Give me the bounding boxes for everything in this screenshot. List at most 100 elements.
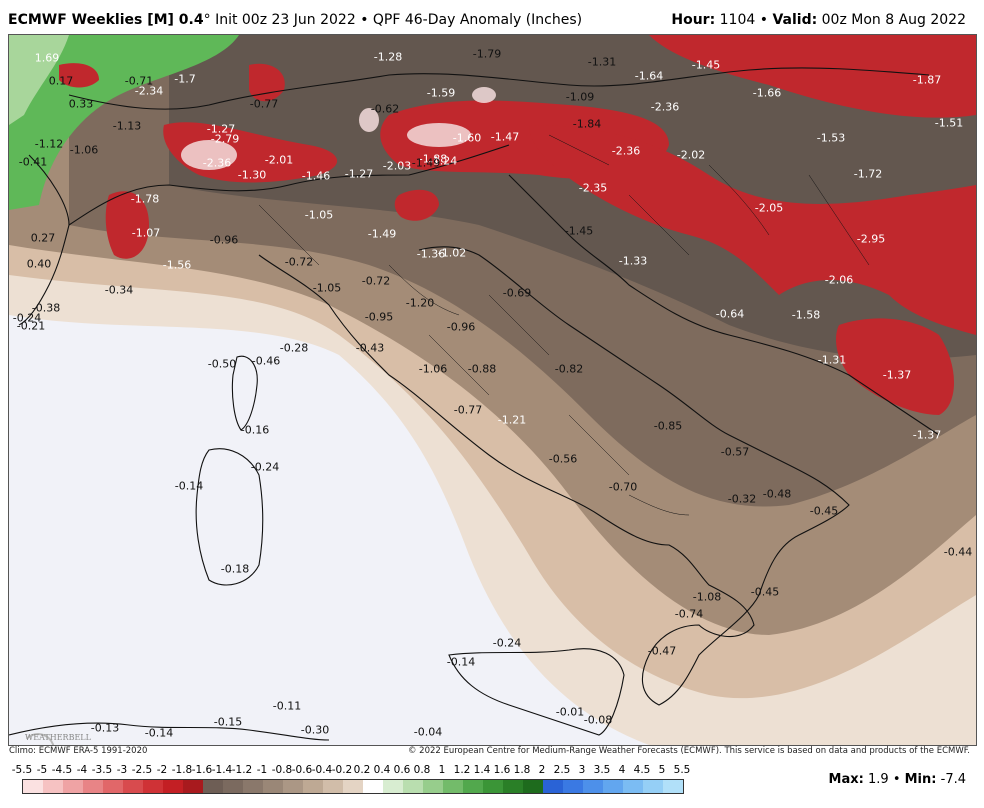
anomaly-value-label: -0.88 xyxy=(467,362,497,376)
anomaly-value-label: -1.47 xyxy=(490,130,520,144)
anomaly-value-label: -0.30 xyxy=(300,723,330,737)
max-label: Max: xyxy=(828,772,864,787)
legend-swatch xyxy=(563,780,583,793)
anomaly-value-label: -0.43 xyxy=(355,341,385,355)
anomaly-value-label: -1.84 xyxy=(572,117,602,131)
legend-tick-label: -1.6 xyxy=(191,764,213,776)
anomaly-field-green-light xyxy=(9,35,69,125)
anomaly-value-label: -0.21 xyxy=(16,319,46,333)
legend-tick-label: 5 xyxy=(658,764,666,776)
anomaly-value-label: -1.36 xyxy=(416,247,446,261)
legend-tick-label: -1.2 xyxy=(231,764,253,776)
anomaly-value-label: -1.45 xyxy=(564,224,594,238)
corsica-outline xyxy=(231,355,258,431)
anomaly-value-label: -0.01 xyxy=(555,705,585,719)
anomaly-value-label: -1.20 xyxy=(405,296,435,310)
legend-tick-label: -0.6 xyxy=(291,764,313,776)
legend-tick-label: 2.5 xyxy=(553,764,571,776)
anomaly-value-label: -1.31 xyxy=(587,55,617,69)
anomaly-value-label: -1.06 xyxy=(69,143,99,157)
anomaly-value-label: -2.36 xyxy=(650,100,680,114)
anomaly-value-label: -0.38 xyxy=(31,301,61,315)
legend-tick-label: 1.2 xyxy=(453,764,471,776)
map-title: ECMWF Weeklies [M] 0.4° Init 00z 23 Jun … xyxy=(8,12,582,28)
anomaly-value-label: -1.13 xyxy=(112,119,142,133)
anomaly-value-label: -0.14 xyxy=(144,726,174,740)
anomaly-value-label: -2.06 xyxy=(824,273,854,287)
anomaly-value-label: -1.45 xyxy=(691,58,721,72)
alps-border xyxy=(68,144,510,226)
anomaly-value-label: -0.96 xyxy=(209,233,239,247)
legend-swatch xyxy=(543,780,563,793)
anomaly-value-label: -1.21 xyxy=(497,413,527,427)
anomaly-value-label: -0.62 xyxy=(370,102,400,116)
legend-tick-label: 0.8 xyxy=(413,764,431,776)
anomaly-value-label: -1.27 xyxy=(206,122,236,136)
anomaly-value-label: -1.51 xyxy=(934,116,964,130)
anomaly-value-label: -0.69 xyxy=(502,286,532,300)
precip-anomaly-map[interactable]: 1.69 0.17 -0.71 -2.34 -1.7 0.33 -0.77 -1.28 -1.7… xyxy=(8,34,977,746)
legend-tick-label: 0.6 xyxy=(393,764,411,776)
anomaly-value-label: -0.74 xyxy=(674,607,704,621)
legend-tick-label: -0.8 xyxy=(271,764,293,776)
copyright-notice: © 2022 European Centre for Medium-Range … xyxy=(407,746,970,756)
legend-swatch xyxy=(643,780,663,793)
legend-tick-labels: -5.5 -5 -4.5 -4 -3.5 -3 -2.5 -2 -1.8 -1.6 -1.4 -1.2… xyxy=(12,764,722,778)
anomaly-value-label: -0.57 xyxy=(720,445,750,459)
anomaly-value-label: -0.24 xyxy=(492,636,522,650)
anomaly-value-label: -0.44 xyxy=(943,545,973,559)
anomaly-value-label: -2.03 xyxy=(382,159,412,173)
legend-tick-label: 1.6 xyxy=(493,764,511,776)
anomaly-value-label: -1.28 xyxy=(373,50,403,64)
legend-tick-label: 1.4 xyxy=(473,764,491,776)
legend-swatch xyxy=(503,780,523,793)
legend-swatch xyxy=(43,780,63,793)
legend-swatch xyxy=(583,780,603,793)
legend-tick-label: -0.2 xyxy=(331,764,353,776)
legend-swatch xyxy=(423,780,443,793)
legend-tick-label: 0.2 xyxy=(353,764,371,776)
north-border xyxy=(68,67,930,110)
valid-separator: • xyxy=(759,12,768,28)
anomaly-value-label: -0.96 xyxy=(446,320,476,334)
legend-swatch xyxy=(663,780,683,793)
anomaly-value-label: -1.02 xyxy=(437,246,467,260)
anomaly-value-label: -0.48 xyxy=(762,487,792,501)
legend-tick-label: 0.4 xyxy=(373,764,391,776)
anomaly-value-label: -0.45 xyxy=(809,504,839,518)
anomaly-value-label: -1.12 xyxy=(34,137,64,151)
anomaly-value-label: -2.35 xyxy=(578,181,608,195)
legend-swatch xyxy=(483,780,503,793)
anomaly-value-label: -1.33 xyxy=(618,254,648,268)
anomaly-value-label: -0.64 xyxy=(715,307,745,321)
anomaly-value-label: -0.50 xyxy=(207,357,237,371)
anomaly-value-label: -1.08 xyxy=(692,590,722,604)
maxmin-separator: • xyxy=(892,772,901,787)
anomaly-value-label: -0.04 xyxy=(413,725,443,739)
anomaly-value-label: -0.24 xyxy=(12,311,42,325)
balkan-coast xyxy=(508,174,940,436)
anomaly-value-label: -0.08 xyxy=(583,713,613,727)
product-name: QPF 46-Day Anomaly (Inches) xyxy=(372,12,583,28)
anomaly-value-label: -1.88 xyxy=(418,152,448,166)
legend-swatch xyxy=(443,780,463,793)
anomaly-value-label: 0.33 xyxy=(68,97,94,111)
anomaly-value-label: -1.49 xyxy=(367,227,397,241)
legend-swatch xyxy=(63,780,83,793)
internal-boundaries-1 xyxy=(388,264,690,516)
anomaly-value-label: -1.05 xyxy=(304,208,334,222)
anomaly-value-label: -1.59 xyxy=(426,86,456,100)
anomaly-value-label: -1.87 xyxy=(912,73,942,87)
legend-tick-label: -1 xyxy=(256,764,268,776)
anomaly-value-label: -0.47 xyxy=(647,644,677,658)
legend-tick-label: -2.5 xyxy=(131,764,153,776)
legend-tick-label: -1.4 xyxy=(211,764,233,776)
model-name: ECMWF Weeklies [M] 0.4 xyxy=(8,12,204,28)
anomaly-value-label: -1.06 xyxy=(418,362,448,376)
anomaly-value-label: -2.36 xyxy=(202,156,232,170)
anomaly-value-label: -1.24 xyxy=(428,154,458,168)
legend-swatch xyxy=(123,780,143,793)
anomaly-value-label: -0.56 xyxy=(548,452,578,466)
anomaly-value-label: -1.78 xyxy=(130,192,160,206)
anomaly-value-label: -2.36 xyxy=(611,144,641,158)
